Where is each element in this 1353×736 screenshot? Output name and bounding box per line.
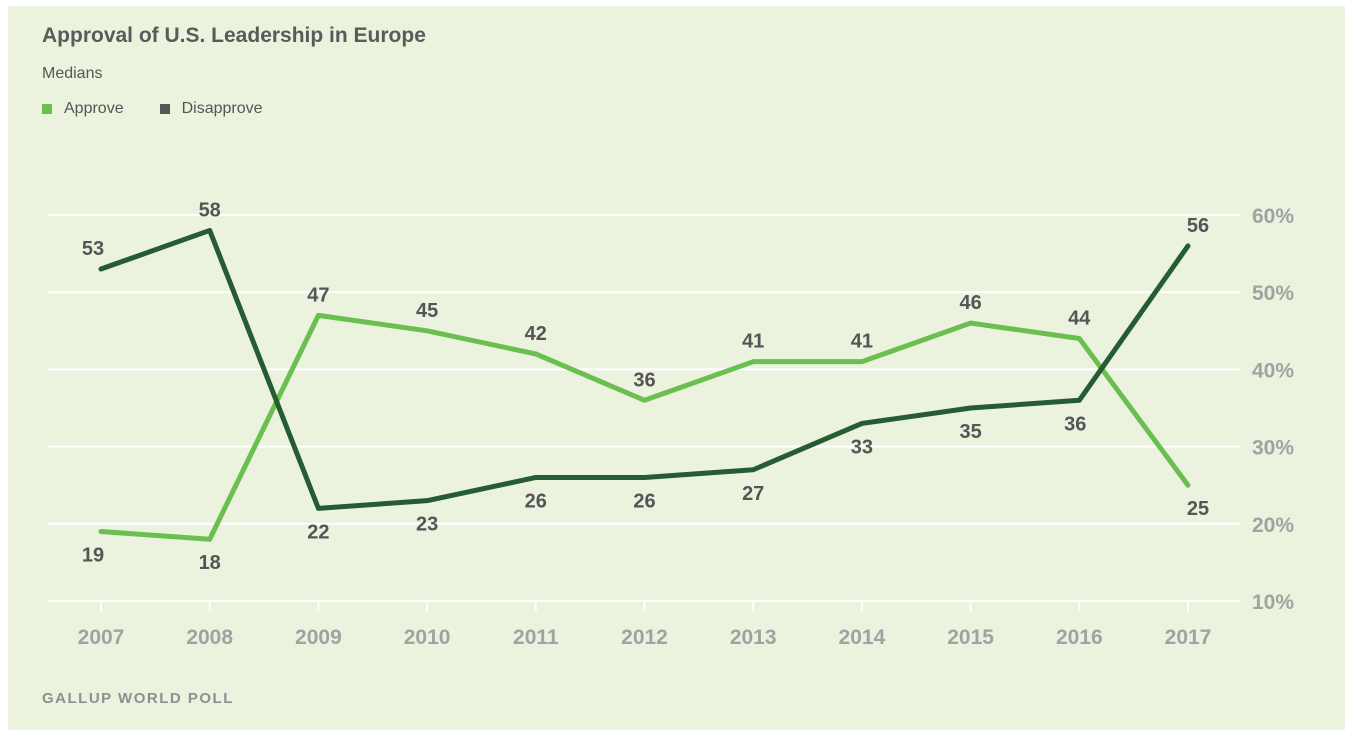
data-label-disapprove: 27 [742, 483, 764, 505]
y-tick-label: 20% [1252, 514, 1294, 537]
x-tick-label: 2017 [1165, 626, 1212, 649]
x-tick-label: 2013 [730, 626, 777, 649]
data-label-disapprove: 53 [82, 238, 104, 260]
source-note: GALLUP WORLD POLL [42, 690, 234, 707]
data-label-approve: 18 [199, 552, 221, 574]
data-label-approve: 36 [633, 369, 655, 391]
chart-legend: Approve Disapprove [42, 100, 299, 118]
data-label-approve: 41 [742, 331, 764, 353]
series-line-disapprove [98, 227, 1191, 511]
y-tick-label: 40% [1252, 359, 1294, 382]
data-label-disapprove: 22 [307, 521, 329, 543]
data-label-approve: 46 [959, 292, 981, 314]
data-label-approve: 47 [307, 284, 329, 306]
legend-swatch-approve [42, 104, 52, 114]
data-label-disapprove: 36 [1064, 413, 1086, 435]
data-label-disapprove: 26 [633, 490, 655, 512]
x-tick-label: 2012 [621, 626, 668, 649]
legend-item-disapprove: Disapprove [159, 100, 263, 118]
legend-label-approve: Approve [64, 100, 124, 117]
data-label-disapprove: 56 [1187, 215, 1209, 237]
x-tick-label: 2010 [404, 626, 451, 649]
data-label-approve: 44 [1068, 308, 1091, 330]
x-tick-label: 2007 [78, 626, 125, 649]
legend-item-approve: Approve [42, 100, 124, 118]
y-tick-label: 30% [1252, 437, 1294, 460]
chart-title: Approval of U.S. Leadership in Europe [42, 24, 426, 47]
data-label-approve: 41 [851, 331, 873, 353]
legend-swatch-disapprove [159, 104, 170, 114]
data-label-approve: 19 [82, 545, 104, 567]
x-tick-label: 2016 [1056, 626, 1103, 649]
x-tick-label: 2015 [947, 626, 994, 649]
data-label-disapprove: 26 [525, 490, 547, 512]
chart-card [8, 6, 1345, 730]
x-tick-label: 2009 [295, 626, 342, 649]
x-tick-label: 2011 [513, 626, 559, 649]
data-label-approve: 25 [1187, 498, 1209, 520]
data-label-disapprove: 35 [959, 421, 981, 443]
data-label-approve: 42 [525, 323, 547, 345]
data-label-disapprove: 23 [416, 514, 438, 536]
y-tick-label: 10% [1252, 591, 1294, 614]
x-tick-label: 2008 [186, 626, 233, 649]
y-tick-label: 50% [1252, 282, 1294, 305]
data-label-approve: 45 [416, 300, 438, 322]
series-line-approve [98, 312, 1191, 542]
data-label-disapprove: 58 [199, 199, 221, 221]
y-tick-label: 60% [1252, 205, 1294, 228]
x-tick-label: 2014 [839, 626, 886, 649]
legend-label-disapprove: Disapprove [181, 100, 263, 117]
chart-subtitle: Medians [42, 65, 103, 82]
data-label-disapprove: 33 [851, 436, 873, 458]
